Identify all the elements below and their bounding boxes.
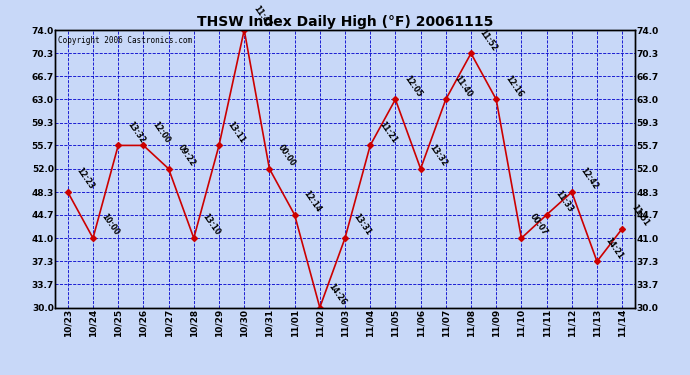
Text: 12:00: 12:00 [150,120,172,145]
Text: 00:00: 00:00 [276,143,297,168]
Text: 13:10: 13:10 [201,212,222,237]
Text: 11:47: 11:47 [251,4,273,29]
Text: 12:05: 12:05 [402,74,424,99]
Text: 10:00: 10:00 [100,212,121,237]
Text: 14:26: 14:26 [327,282,348,307]
Text: 12:16: 12:16 [503,74,524,99]
Text: 13:32: 13:32 [125,120,146,145]
Text: 00:07: 00:07 [529,212,550,237]
Title: THSW Index Daily High (°F) 20061115: THSW Index Daily High (°F) 20061115 [197,15,493,29]
Text: 13:32: 13:32 [428,143,448,168]
Text: 11:40: 11:40 [453,74,474,99]
Text: 14:21: 14:21 [604,236,625,261]
Text: 11:21: 11:21 [377,120,398,145]
Text: 13:31: 13:31 [352,212,373,237]
Text: 11:33: 11:33 [553,189,575,214]
Text: 09:22: 09:22 [175,143,197,168]
Text: 11:52: 11:52 [478,28,499,53]
Text: 12:14: 12:14 [302,189,323,214]
Text: 12:23: 12:23 [75,166,96,191]
Text: 12:42: 12:42 [579,166,600,191]
Text: Copyright 2006 Castronics.com: Copyright 2006 Castronics.com [58,36,193,45]
Text: 13:11: 13:11 [226,120,247,145]
Text: 11:51: 11:51 [629,203,650,228]
